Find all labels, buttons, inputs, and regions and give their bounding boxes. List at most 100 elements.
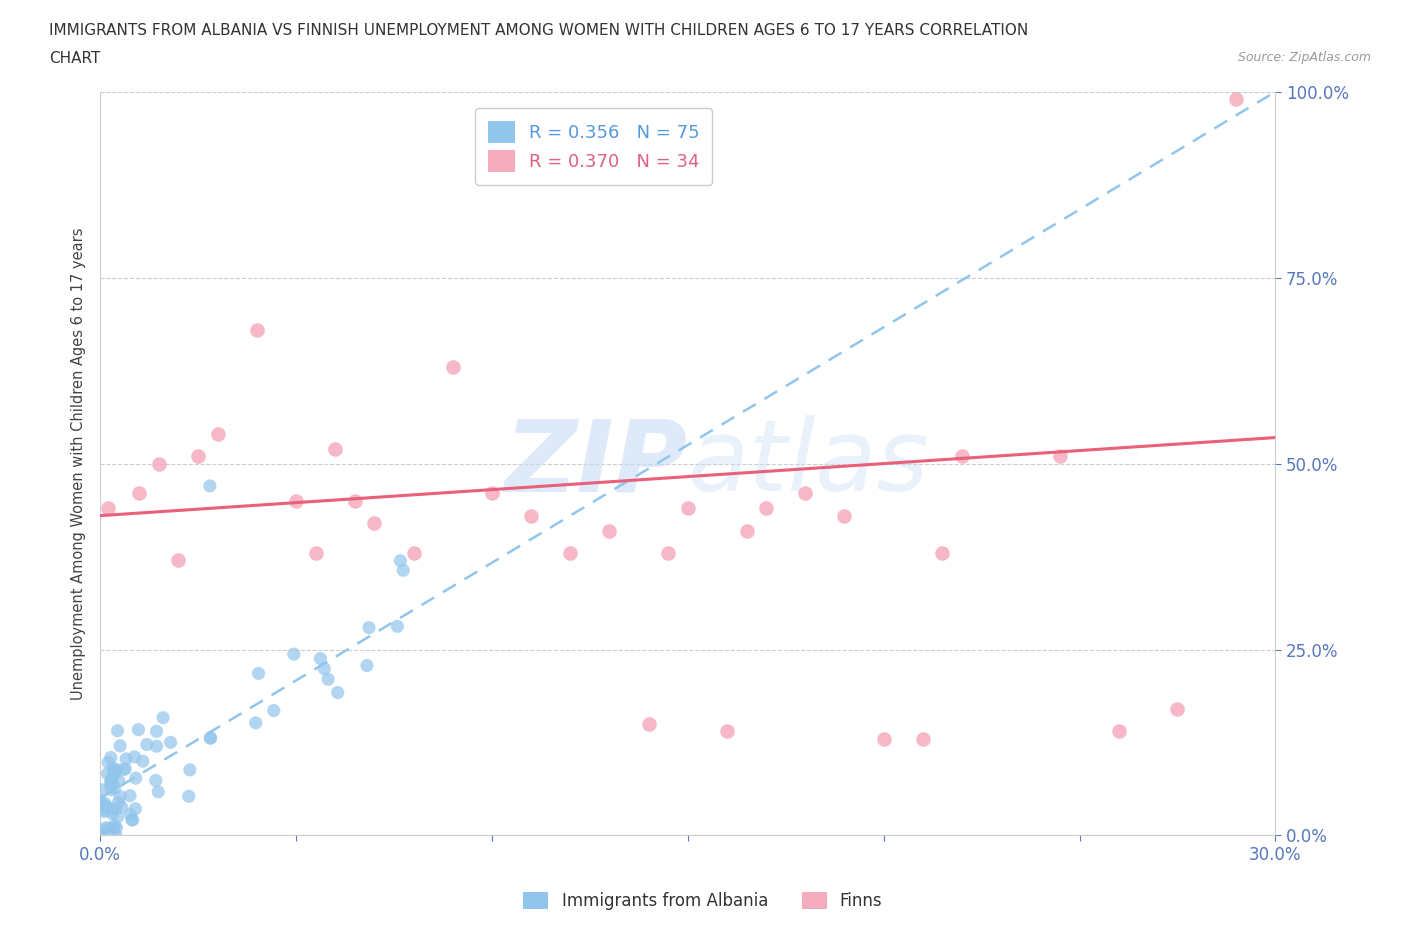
Point	[1166, 701, 1188, 716]
Point	[114, 762, 136, 777]
Point	[441, 360, 464, 375]
Point	[326, 685, 349, 700]
Point	[950, 448, 973, 463]
Point	[247, 666, 270, 681]
Point	[108, 738, 131, 753]
Point	[735, 523, 758, 538]
Point	[481, 485, 503, 500]
Point	[356, 658, 378, 673]
Point	[107, 809, 129, 824]
Point	[357, 620, 380, 635]
Point	[100, 774, 122, 789]
Point	[179, 763, 201, 777]
Point	[148, 784, 170, 799]
Point	[93, 804, 115, 818]
Point	[263, 703, 285, 718]
Point	[872, 731, 894, 746]
Point	[598, 523, 620, 538]
Point	[94, 820, 117, 835]
Point	[104, 765, 127, 780]
Point	[107, 795, 129, 810]
Point	[716, 724, 738, 738]
Point	[1049, 448, 1071, 463]
Point	[132, 754, 155, 769]
Point	[402, 545, 425, 560]
Point	[637, 716, 659, 731]
Point	[676, 500, 699, 515]
Point	[104, 828, 127, 843]
Point	[101, 761, 124, 776]
Point	[560, 545, 582, 560]
Point	[94, 799, 117, 814]
Point	[125, 771, 148, 786]
Point	[285, 493, 308, 508]
Point	[363, 515, 385, 530]
Point	[207, 426, 229, 441]
Point	[97, 500, 120, 515]
Point	[101, 777, 124, 791]
Point	[159, 735, 181, 750]
Point	[100, 773, 122, 788]
Point	[387, 618, 409, 633]
Point	[105, 763, 128, 777]
Point	[97, 755, 120, 770]
Point	[108, 790, 131, 804]
Text: IMMIGRANTS FROM ALBANIA VS FINNISH UNEMPLOYMENT AMONG WOMEN WITH CHILDREN AGES 6: IMMIGRANTS FROM ALBANIA VS FINNISH UNEMP…	[49, 23, 1028, 38]
Point	[90, 794, 112, 809]
Point	[120, 807, 142, 822]
Point	[90, 782, 112, 797]
Point	[115, 751, 138, 766]
Point	[177, 789, 200, 804]
Point	[200, 730, 222, 745]
Point	[657, 545, 679, 560]
Point	[127, 723, 149, 737]
Text: CHART: CHART	[49, 51, 101, 66]
Point	[309, 651, 332, 666]
Point	[103, 821, 125, 836]
Point	[246, 323, 269, 338]
Point	[112, 762, 135, 777]
Point	[343, 493, 366, 508]
Point	[911, 731, 934, 746]
Point	[103, 818, 125, 833]
Point	[121, 812, 143, 827]
Point	[124, 750, 146, 764]
Point	[152, 711, 174, 725]
Point	[103, 781, 125, 796]
Point	[107, 724, 129, 738]
Text: Source: ZipAtlas.com: Source: ZipAtlas.com	[1237, 51, 1371, 64]
Point	[167, 552, 190, 567]
Point	[108, 774, 131, 789]
Point	[304, 545, 326, 560]
Point	[389, 553, 412, 568]
Point	[314, 661, 336, 676]
Point	[103, 764, 125, 778]
Point	[1108, 724, 1130, 738]
Point	[834, 508, 856, 523]
Point	[145, 773, 167, 788]
Point	[148, 456, 170, 471]
Point	[124, 802, 146, 817]
Y-axis label: Unemployment Among Women with Children Ages 6 to 17 years: Unemployment Among Women with Children A…	[72, 227, 86, 700]
Point	[96, 804, 118, 818]
Point	[392, 563, 415, 578]
Point	[98, 820, 121, 835]
Point	[931, 545, 953, 560]
Point	[187, 448, 209, 463]
Point	[111, 800, 134, 815]
Point	[755, 500, 778, 515]
Point	[90, 828, 112, 843]
Point	[145, 724, 167, 738]
Point	[104, 802, 127, 817]
Point	[94, 796, 117, 811]
Point	[103, 769, 125, 784]
Point	[128, 485, 150, 500]
Point	[200, 731, 222, 746]
Legend: Immigrants from Albania, Finns: Immigrants from Albania, Finns	[517, 885, 889, 917]
Point	[316, 671, 339, 686]
Point	[100, 782, 122, 797]
Point	[91, 823, 114, 838]
Point	[323, 441, 346, 456]
Point	[520, 508, 543, 523]
Point	[145, 738, 167, 753]
